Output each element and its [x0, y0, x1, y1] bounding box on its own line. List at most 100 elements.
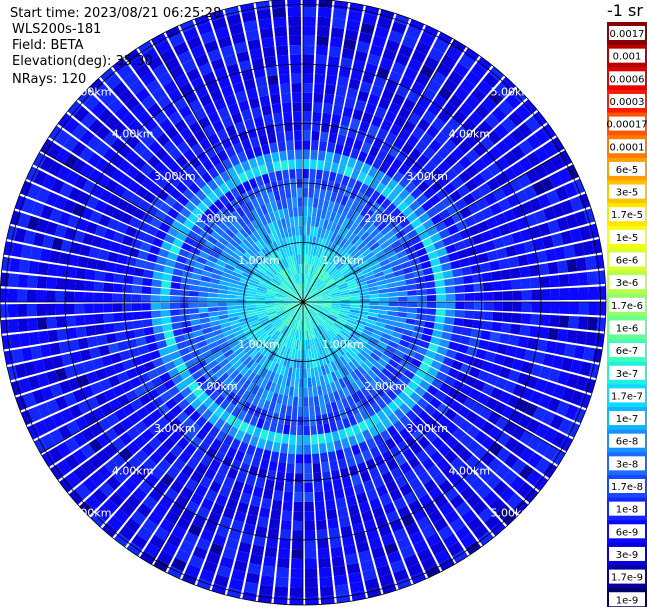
- ppi-gate: [176, 517, 191, 531]
- ppi-gate: [396, 316, 407, 323]
- ppi-gate: [306, 310, 310, 321]
- ppi-gate: [82, 233, 95, 246]
- ppi-gate: [267, 133, 277, 144]
- ppi-gate: [142, 47, 159, 63]
- ppi-gate: [249, 361, 259, 372]
- ppi-gate: [245, 29, 260, 42]
- ppi-gate: [282, 356, 289, 367]
- ppi-gate: [122, 403, 136, 417]
- ppi-gate: [397, 440, 410, 453]
- ppi-gate: [307, 264, 311, 274]
- ppi-gate: [407, 302, 418, 308]
- ppi-gate: [383, 328, 394, 336]
- ppi-gate: [204, 240, 215, 250]
- ppi-gate: [231, 175, 242, 187]
- ppi-gate: [535, 440, 551, 456]
- ppi-gate: [393, 244, 405, 254]
- ppi-gate: [536, 339, 548, 352]
- ppi-gate: [336, 346, 345, 356]
- ppi-gate: [494, 212, 507, 226]
- ppi-gate: [402, 385, 414, 397]
- ppi-gate: [195, 189, 207, 201]
- ppi-gate: [533, 475, 549, 491]
- ppi-gate: [275, 292, 286, 297]
- ppi-gate: [140, 163, 154, 177]
- ppi-gate: [151, 87, 167, 102]
- ppi-gate: [277, 261, 284, 271]
- ppi-gate: [262, 449, 272, 461]
- ppi-gate: [409, 200, 421, 212]
- ppi-gate: [518, 464, 535, 481]
- ppi-gate: [332, 565, 347, 577]
- ppi-gate: [407, 380, 419, 392]
- ppi-gate: [385, 249, 396, 259]
- ppi-gate: [227, 306, 237, 310]
- ppi-gate: [337, 164, 347, 175]
- ppi-gate: [502, 312, 513, 323]
- ppi-gate: [511, 425, 526, 441]
- ppi-gate: [80, 443, 96, 459]
- ppi-gate: [318, 395, 325, 406]
- ppi-gate: [345, 426, 355, 438]
- ppi-gate: [407, 307, 418, 314]
- ppi-gate: [312, 318, 319, 327]
- ppi-gate: [339, 311, 349, 317]
- ppi-gate: [21, 347, 33, 362]
- ppi-gate: [573, 345, 586, 360]
- ppi-gate: [134, 126, 149, 141]
- ppi-gate: [222, 217, 233, 228]
- ppi-gate: [377, 340, 388, 349]
- ppi-gate: [225, 538, 239, 551]
- ppi-gate: [495, 377, 508, 390]
- ppi-gate: [290, 54, 302, 65]
- ppi-gate: [501, 117, 517, 133]
- ppi-gate: [192, 449, 205, 462]
- ppi-gate: [534, 378, 548, 393]
- ppi-gate: [96, 173, 111, 188]
- ppi-gate: [277, 141, 286, 152]
- ppi-gate: [97, 108, 114, 124]
- ppi-gate: [251, 57, 264, 70]
- ppi-gate: [263, 323, 273, 330]
- ppi-gate: [287, 453, 295, 464]
- ppi-gate: [178, 105, 193, 119]
- ppi-gate: [41, 451, 56, 467]
- ppi-gate: [93, 281, 104, 292]
- ppi-gate: [489, 497, 505, 513]
- ppi-gate: [376, 16, 393, 30]
- ppi-gate: [255, 306, 266, 310]
- ppi-gate: [438, 557, 455, 571]
- ppi-gate: [95, 141, 110, 157]
- ppi-gate: [226, 259, 237, 268]
- ppi-gate: [478, 507, 495, 523]
- ppi-gate: [334, 369, 342, 380]
- ppi-gate: [153, 558, 169, 572]
- ppi-gate: [351, 444, 361, 456]
- ppi-gate: [298, 254, 301, 265]
- ppi-gate: [212, 533, 227, 547]
- ppi-gate: [83, 94, 100, 111]
- ppi-gate: [274, 26, 288, 37]
- ppi-gate: [160, 241, 173, 251]
- ppi-gate: [414, 206, 426, 218]
- ppi-gate: [434, 390, 447, 402]
- ppi-gate: [209, 542, 224, 556]
- ppi-gate: [347, 335, 357, 344]
- ppi-gate: [131, 311, 142, 320]
- ppi-gate: [172, 201, 184, 213]
- ppi-gate: [71, 141, 87, 157]
- ppi-gate: [426, 295, 437, 302]
- ppi-gate: [286, 463, 295, 474]
- ppi-gate: [271, 252, 279, 263]
- ppi-gate: [232, 326, 243, 333]
- ppi-gate: [86, 371, 99, 384]
- ppi-gate: [218, 236, 229, 246]
- ppi-gate: [192, 207, 204, 219]
- ppi-gate: [470, 477, 485, 492]
- ppi-gate: [183, 404, 196, 417]
- ppi-gate: [17, 274, 29, 288]
- ppi-gate: [278, 286, 287, 293]
- ppi-gate: [329, 123, 340, 135]
- ppi-gate: [161, 316, 172, 325]
